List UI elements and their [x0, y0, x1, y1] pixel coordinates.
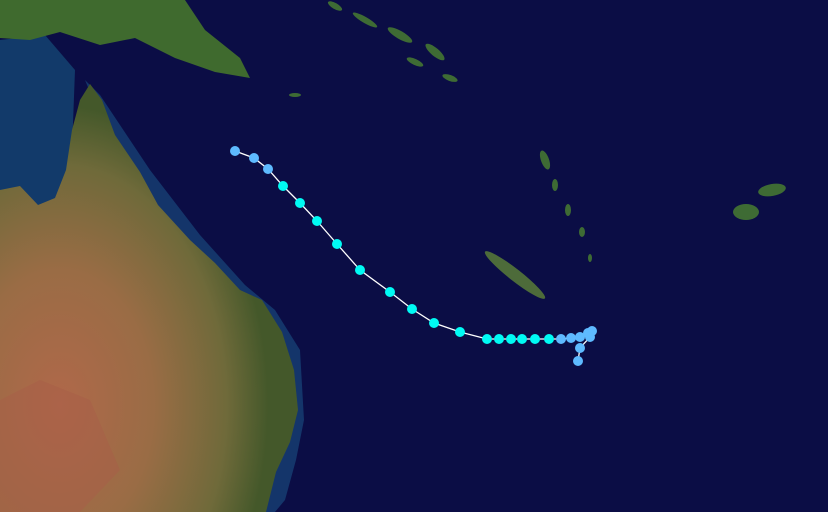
new-caledonia [484, 251, 546, 299]
interior-desert [0, 380, 120, 512]
storm-points [278, 181, 554, 344]
solomon-islands [289, 1, 458, 97]
vanuatu [539, 150, 592, 262]
fiji [733, 183, 786, 220]
gulf-shallows [0, 35, 75, 215]
depression-points [230, 146, 597, 366]
new-guinea [0, 0, 250, 78]
